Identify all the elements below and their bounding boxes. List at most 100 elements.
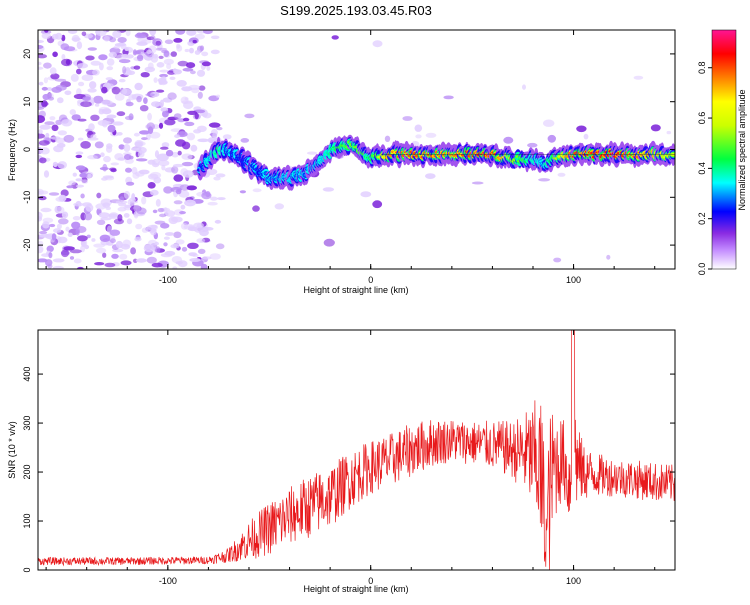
- noise-speck: [75, 178, 83, 182]
- ridge-cell: [670, 153, 675, 157]
- noise-speck: [80, 101, 92, 108]
- noise-speck: [104, 262, 116, 268]
- noise-speck: [120, 88, 133, 96]
- noise-speck: [167, 92, 177, 100]
- noise-speck: [239, 190, 246, 194]
- noise-speck: [122, 66, 127, 74]
- noise-speck: [87, 155, 98, 160]
- noise-speck: [135, 171, 145, 177]
- noise-speck: [123, 144, 131, 152]
- noise-speck: [173, 163, 184, 168]
- noise-speck: [170, 244, 180, 249]
- noise-speck: [81, 179, 89, 184]
- noise-speck: [134, 33, 147, 39]
- noise-speck: [57, 97, 64, 104]
- colorbar: 0.0 0.2 0.4 0.6 0.8 Normalized spectral ampl…: [697, 29, 747, 276]
- noise-speck: [117, 37, 127, 43]
- noise-speck: [77, 62, 88, 69]
- noise-speck: [216, 126, 223, 131]
- noise-speck: [61, 34, 66, 42]
- noise-speck: [85, 55, 95, 61]
- noise-speck: [105, 77, 114, 81]
- noise-speck: [158, 160, 170, 167]
- noise-speck: [141, 137, 148, 141]
- noise-speck: [154, 150, 160, 159]
- noise-speck: [68, 180, 76, 186]
- noise-speck: [77, 235, 88, 242]
- noise-speck: [106, 58, 115, 66]
- noise-speck: [39, 233, 51, 238]
- noise-speck: [179, 211, 186, 215]
- noise-speck: [116, 132, 123, 136]
- noise-speck: [96, 247, 107, 254]
- noise-speck: [181, 153, 193, 160]
- noise-speck: [633, 75, 644, 80]
- noise-speck: [173, 69, 183, 75]
- noise-speck: [121, 54, 129, 58]
- noise-speck: [206, 65, 211, 71]
- noise-speck: [150, 189, 159, 196]
- noise-speck: [163, 236, 170, 240]
- noise-speck: [130, 247, 137, 255]
- colorbar-tick-label: 0.8: [697, 61, 707, 74]
- noise-speck: [186, 185, 197, 191]
- noise-speck: [117, 157, 126, 161]
- noise-speck: [38, 140, 50, 146]
- noise-speck: [38, 39, 44, 44]
- noise-speck: [141, 227, 149, 233]
- noise-speck: [57, 161, 67, 169]
- noise-speck: [80, 193, 85, 199]
- noise-speck: [177, 60, 189, 67]
- noise-speck: [158, 55, 164, 60]
- noise-speck: [120, 42, 127, 50]
- noise-speck: [158, 79, 163, 86]
- noise-speck: [181, 100, 193, 104]
- noise-speck: [155, 199, 161, 207]
- y-tick-label: 20: [22, 49, 32, 59]
- noise-speck: [124, 204, 132, 209]
- noise-speck: [112, 121, 124, 126]
- noise-speck: [116, 111, 126, 117]
- noise-speck: [38, 61, 42, 66]
- noise-speck: [153, 77, 158, 83]
- noise-speck: [42, 93, 50, 101]
- noise-speck: [75, 226, 87, 233]
- noise-speck: [176, 80, 187, 87]
- noise-speck: [425, 173, 436, 180]
- noise-speck: [191, 87, 200, 94]
- colorbar-tick-label: 0.0: [697, 263, 707, 276]
- noise-speck: [202, 256, 212, 260]
- noise-speck: [135, 158, 148, 162]
- noise-speck: [151, 101, 161, 107]
- noise-speck: [122, 239, 131, 248]
- colorbar-tick-label: 0.6: [697, 112, 707, 125]
- noise-speck: [149, 30, 157, 36]
- noise-speck: [133, 50, 141, 55]
- noise-speck: [175, 189, 182, 195]
- noise-speck: [184, 121, 195, 127]
- noise-speck: [118, 78, 126, 83]
- noise-speck: [64, 90, 72, 96]
- noise-speck: [163, 50, 170, 58]
- noise-speck: [160, 146, 169, 150]
- noise-speck: [61, 54, 66, 60]
- noise-speck: [331, 35, 339, 40]
- noise-speck: [112, 30, 122, 38]
- noise-speck: [100, 217, 112, 221]
- noise-speck: [194, 50, 201, 55]
- noise-speck: [194, 112, 199, 120]
- noise-speck: [103, 155, 111, 163]
- noise-speck: [200, 263, 208, 269]
- noise-speck: [134, 139, 144, 148]
- noise-speck: [81, 31, 87, 37]
- noise-layer: [38, 30, 672, 269]
- noise-speck: [107, 124, 116, 133]
- y-tick-label: 100: [22, 514, 32, 529]
- noise-speck: [78, 81, 85, 87]
- noise-speck: [57, 130, 67, 136]
- x-tick-label: 100: [566, 275, 581, 285]
- noise-speck: [118, 59, 131, 64]
- noise-speck: [55, 32, 63, 40]
- noise-speck: [471, 181, 484, 185]
- noise-speck: [173, 231, 182, 239]
